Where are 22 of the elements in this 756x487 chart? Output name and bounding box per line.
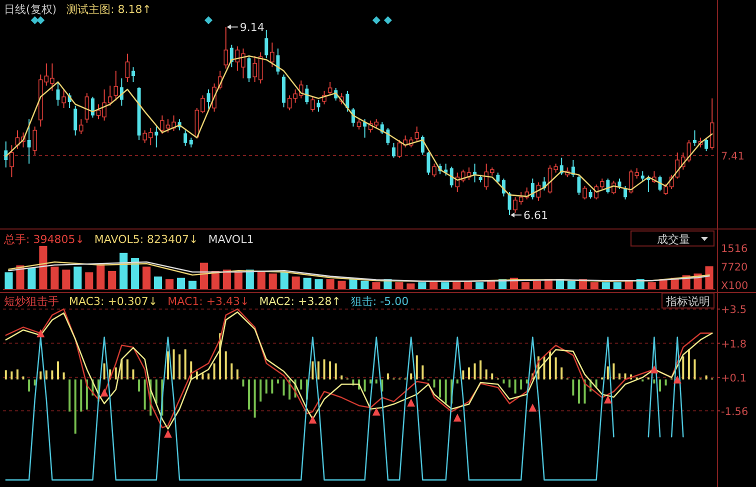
y-tick-label: +0.1 [721,372,746,384]
annotation: 指标说明 [665,295,710,308]
series-label: MAC1: +3.43↓ [168,295,250,308]
scale-note: 7720 [721,262,748,274]
annotation: 6.61 [524,209,548,222]
annotation: 9.14 [240,21,264,34]
scale-note: 1516 [721,243,748,255]
chart-title: 短炒狙击手 [4,295,59,308]
series-label: 总手: 394805↓ [3,233,84,246]
y-tick-label: -1.56 [721,406,748,418]
chart-title: 日线(复权) [4,3,57,16]
text: 成交量 [657,233,690,246]
y-tick-label: +3.5 [721,304,746,316]
series-label: MAVOL5: 823407↓ [94,233,198,246]
text: MAC3: +0.307↓ [69,295,158,308]
series-label: MAC2: +3.28↑ [259,295,341,308]
text: 测试主图: 8.18↑ [66,3,152,16]
text: 狙击: -5.00 [350,295,409,308]
text: MAVOL1 [208,233,254,246]
y-tick-label: +1.8 [721,338,746,350]
scale-note: X100 [721,280,748,292]
ref-line-label: 7.41 [721,150,744,163]
